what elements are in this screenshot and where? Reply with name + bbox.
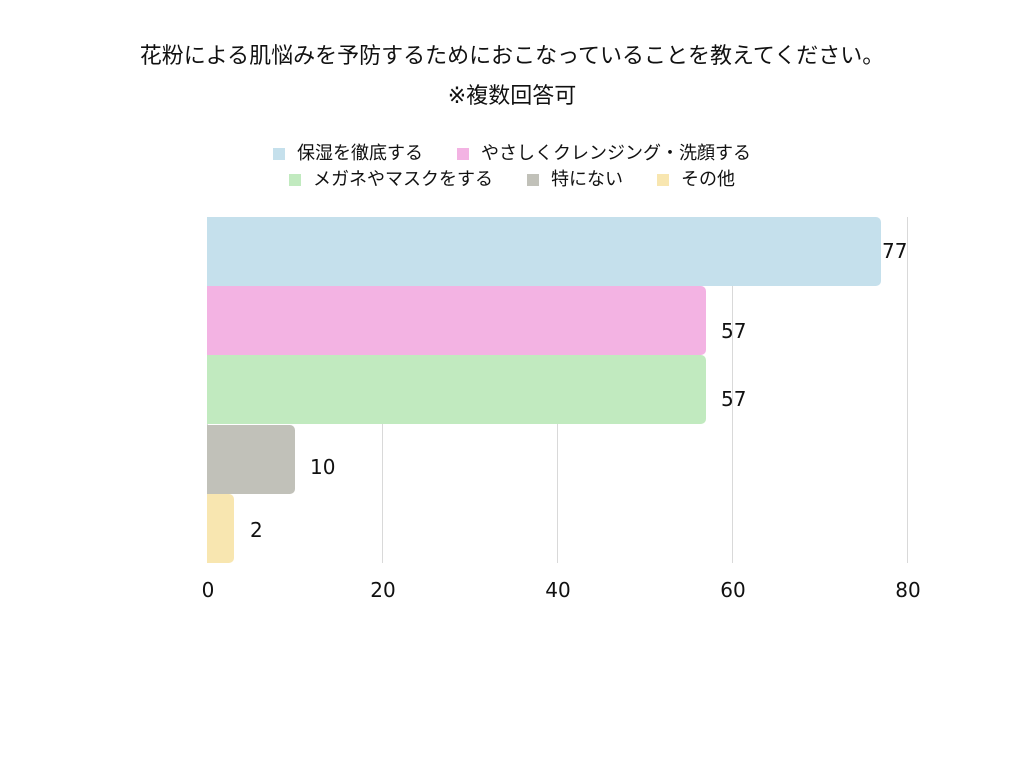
legend-swatch: [657, 174, 669, 186]
legend-row-1: 保湿を徹底する やさしくクレンジング・洗顔する: [0, 142, 1024, 166]
legend-item-glasses-mask[interactable]: メガネやマスクをする: [289, 168, 493, 192]
legend-label: メガネやマスクをする: [313, 169, 493, 190]
legend-label: 保湿を徹底する: [297, 143, 423, 164]
plot-area: 77 57 57 10 2: [207, 217, 908, 563]
legend-item-moisturize[interactable]: 保湿を徹底する: [273, 142, 423, 166]
legend-swatch: [457, 148, 469, 160]
legend-row-2: メガネやマスクをする 特にない その他: [0, 168, 1024, 192]
bar-glasses-mask[interactable]: [207, 355, 706, 424]
x-tick-80: 80: [895, 578, 921, 602]
data-label-moisturize: 77: [882, 239, 908, 263]
legend-item-nothing[interactable]: 特にない: [527, 168, 623, 192]
x-tick-40: 40: [545, 578, 571, 602]
chart-subtitle: ※複数回答可: [447, 84, 577, 109]
legend-swatch: [273, 148, 285, 160]
data-label-other: 2: [250, 518, 263, 542]
legend-label: その他: [681, 169, 735, 190]
bar-cleansing[interactable]: [207, 286, 706, 355]
legend-swatch: [527, 174, 539, 186]
data-label-cleansing: 57: [721, 319, 747, 343]
legend-label: やさしくクレンジング・洗顔する: [481, 143, 751, 164]
x-tick-0: 0: [201, 578, 215, 602]
bar-nothing[interactable]: [207, 425, 295, 494]
data-label-nothing: 10: [310, 455, 336, 479]
legend-item-other[interactable]: その他: [657, 168, 735, 192]
bar-other[interactable]: [207, 494, 234, 563]
gridline-80: [907, 217, 908, 563]
gridline-60: [732, 217, 733, 563]
bar-moisturize[interactable]: [207, 217, 881, 286]
legend-item-cleansing[interactable]: やさしくクレンジング・洗顔する: [457, 142, 751, 166]
x-tick-20: 20: [370, 578, 396, 602]
legend-label: 特にない: [551, 169, 623, 190]
data-label-glasses-mask: 57: [721, 387, 747, 411]
legend-swatch: [289, 174, 301, 186]
chart-title: 花粉による肌悩みを予防するためにおこなっていることを教えてください。: [139, 44, 885, 69]
x-tick-60: 60: [720, 578, 746, 602]
